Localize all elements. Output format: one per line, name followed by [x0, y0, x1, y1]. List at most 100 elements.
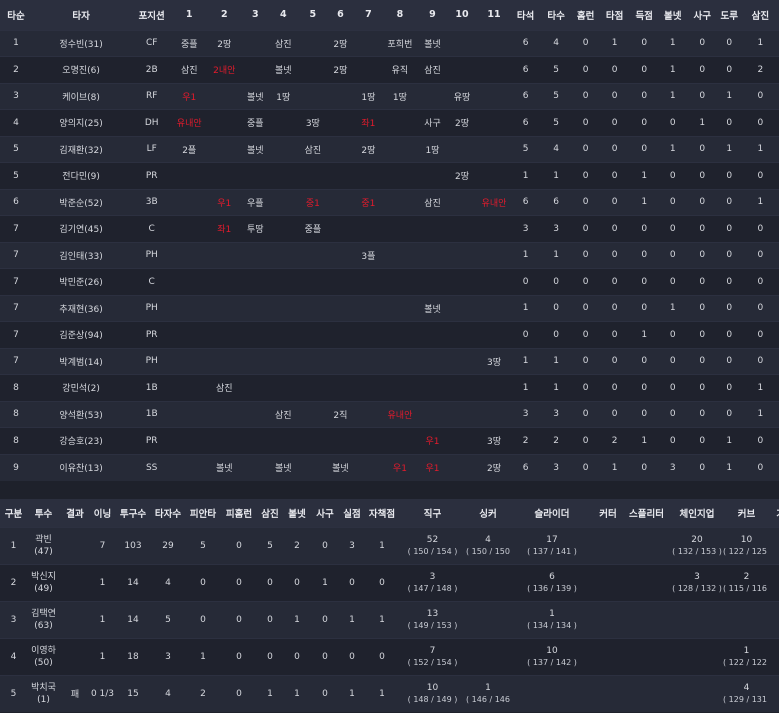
batting-row: 7 김준상(94) PR 0 0 0 0 1 0 0 0 0 [0, 321, 779, 348]
batting-stat: 0 [598, 374, 631, 401]
batting-stat: 0 [598, 135, 631, 163]
pitcher-index: 3 [0, 600, 27, 638]
inning-result [205, 135, 244, 163]
inning-result: 삼진 [267, 29, 300, 57]
pitching-stat-er: 1 [365, 526, 399, 564]
pitching-header-cell: 피홈런 [225, 508, 253, 520]
batting-stat: 1 [716, 135, 742, 163]
batting-stat: 0 [630, 241, 658, 269]
batting-header-cell: 2 [220, 9, 228, 21]
batter-position: C [130, 268, 174, 295]
inning-result [417, 400, 448, 428]
batting-stat: 1 [657, 56, 688, 83]
batting-stat: 0 [511, 268, 540, 295]
batting-stat: 1 [657, 82, 688, 110]
batting-row: 8 강민석(2) 1B 삼진 1 1 0 0 0 0 0 0 1 [0, 374, 779, 401]
inning-result [299, 321, 327, 348]
inning-result [382, 162, 418, 189]
batting-stat: 6 [511, 82, 540, 110]
pitching-stat-inn: 1 [90, 600, 115, 638]
inning-result: 2땅 [205, 29, 244, 57]
batting-stat: 0 [657, 215, 688, 242]
pitch-type-cell [770, 563, 779, 601]
pitching-stat-hbp: 0 [311, 526, 339, 564]
batting-stat: 0 [687, 268, 717, 295]
batting-stat: 0 [741, 453, 779, 481]
inning-result [354, 294, 383, 322]
inning-result [173, 241, 206, 269]
pitching-stat-result [60, 600, 90, 638]
inning-result [299, 374, 327, 401]
inning-result [205, 109, 244, 136]
batter-position: PH [130, 294, 174, 322]
batter-name: 양석환(53) [32, 400, 131, 428]
inning-result [476, 135, 512, 163]
batting-stat: 1 [741, 29, 779, 57]
pitching-header-cell: 커브 [737, 508, 756, 520]
pitch-speed-range: ( 129 / 131 ) [723, 694, 770, 704]
pitching-stat-er: 1 [365, 600, 399, 638]
inning-result: 3땅 [476, 347, 512, 375]
pitching-header-cell: 직구 [423, 508, 442, 520]
inning-result [326, 188, 355, 216]
inning-result [173, 294, 206, 322]
inning-result: 3땅 [476, 427, 512, 454]
batting-stat: 0 [572, 162, 599, 189]
batting-stat: 0 [539, 294, 573, 322]
inning-result [299, 56, 327, 83]
pitching-stat-hr: 0 [221, 637, 257, 675]
batter-position: RF [130, 82, 174, 110]
inning-result: 중1 [299, 188, 327, 216]
inning-result [326, 374, 355, 401]
inning-result [267, 374, 300, 401]
pitching-stat-hbp: 0 [311, 600, 339, 638]
batting-stat: 1 [511, 162, 540, 189]
pitching-header-cell: 슬라이더 [534, 508, 570, 520]
pitcher-number: (1) [37, 694, 50, 705]
inning-result [243, 268, 268, 295]
batting-header-cell: 삼진 [751, 10, 770, 22]
batting-stat: 0 [741, 215, 779, 242]
pitching-stat-result: 패 [60, 674, 90, 712]
batter-name: 박준순(52) [32, 188, 131, 216]
batting-stat: 0 [539, 321, 573, 348]
batter-position: C [130, 215, 174, 242]
batting-stat: 3 [511, 400, 540, 428]
batting-row: 3 케이브(8) RF 우1 볼넷 1땅 1땅 1땅 유땅 6 5 0 0 0 1 0 1 0 [0, 82, 779, 110]
inning-result [173, 215, 206, 242]
batting-order: 5 [0, 162, 33, 189]
batting-stat: 6 [511, 56, 540, 83]
inning-result [299, 268, 327, 295]
inning-result: 유내안 [173, 109, 206, 136]
inning-result: 우플 [243, 188, 268, 216]
pitching-stat-er: 0 [365, 563, 399, 601]
pitching-stat-result [60, 563, 90, 601]
batting-row: 8 양석환(53) 1B 삼진 2직 유내안 3 3 0 0 0 0 0 0 1 [0, 400, 779, 428]
batting-row: 5 김재환(32) LF 2플 볼넷 삼진 2땅 1땅 5 4 0 0 0 1 0 1 1 [0, 135, 779, 163]
inning-result [417, 347, 448, 375]
inning-result [205, 82, 244, 110]
inning-result [267, 188, 300, 216]
pitching-stat-result [60, 637, 90, 675]
pitch-speed-range: ( 150 / 150 ) [466, 546, 510, 556]
inning-result: 볼넷 [243, 135, 268, 163]
pitching-stat-pitches: 15 [115, 674, 151, 712]
pitch-count: 3 [429, 571, 436, 582]
batting-stat: 0 [687, 82, 717, 110]
batting-stat: 0 [687, 294, 717, 322]
pitch-type-cell: 4( 129 / 131 ) [723, 674, 770, 712]
inning-result [326, 347, 355, 375]
batting-stat: 0 [598, 109, 631, 136]
batting-stat: 0 [657, 109, 688, 136]
inning-result: 포희번 [382, 29, 418, 57]
inning-result [243, 400, 268, 428]
inning-result [205, 400, 244, 428]
pitch-type-cell [770, 637, 779, 675]
pitch-type-cell: 3( 128 / 132 ) [671, 563, 723, 601]
batting-row: 6 박준순(52) 3B 우1 우플 중1 중1 삼진 유내안 6 6 0 0 1 0 0 0 1 [0, 188, 779, 216]
inning-result [354, 215, 383, 242]
batting-stat: 1 [741, 135, 779, 163]
pitch-speed-range: ( 137 / 142 ) [527, 657, 577, 667]
pitch-type-cell [466, 563, 510, 601]
inning-result: 1땅 [417, 135, 448, 163]
